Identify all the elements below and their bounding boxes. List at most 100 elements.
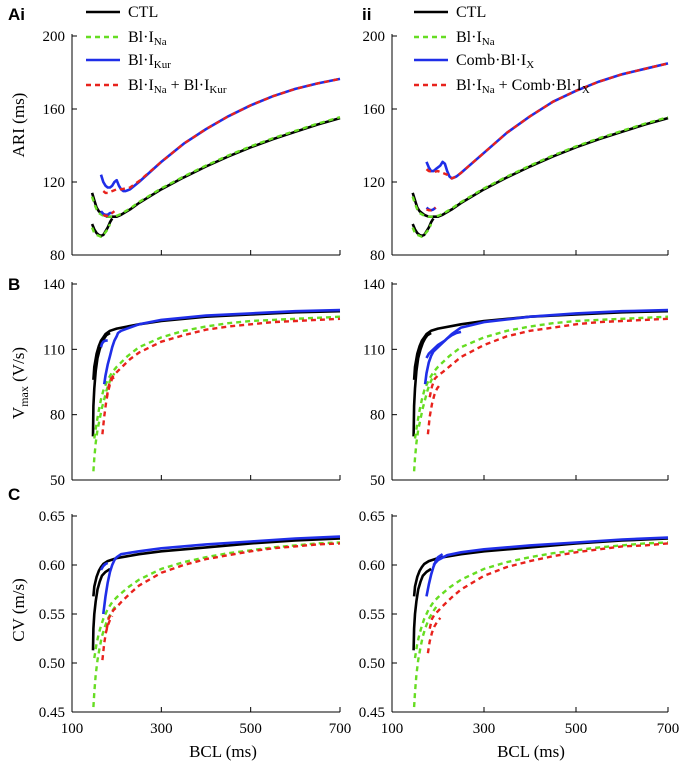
legend-label-bl-combo-sub1: Na <box>154 84 167 96</box>
legend-label-comb-combo-mid: + Comb·Bl·I <box>495 77 582 94</box>
legend-label-bl-ikur-sub: Kur <box>154 59 171 71</box>
y-tick-label: 0.45 <box>39 705 65 721</box>
y-tick-label: 50 <box>370 473 385 489</box>
series-line-bl-i-na-0 <box>412 372 437 472</box>
series-line-bl-i-na-1 <box>90 116 341 218</box>
series-line-bl-i-na-1 <box>93 315 341 439</box>
ylabel-vmax-base: V <box>9 406 28 419</box>
y-tick-label: 200 <box>43 29 66 45</box>
series-line-comb-bl-i-x-1 <box>432 536 669 566</box>
y-tick-label: 80 <box>370 248 385 264</box>
series-line-bl-i-na-1 <box>413 315 669 439</box>
ylabel-cv: CV (m/s) <box>9 578 28 641</box>
ylabel-vmax-unit: (V/s) <box>9 347 28 386</box>
y-tick-label: 110 <box>43 342 65 358</box>
series-line-comb-bl-i-x-1 <box>425 308 669 359</box>
panel-letter-ii: ii <box>362 5 371 24</box>
legend-label-bl-ikur-base: Bl·I <box>128 52 154 69</box>
legend-label-bl-ina-right: Bl·INa <box>456 29 495 48</box>
y-tick-label: 0.45 <box>359 705 385 721</box>
series-line-bl-i-na-bl-i-kur-0 <box>101 615 114 661</box>
series-line-bl-i-kur-1 <box>102 535 341 615</box>
x-tick-label: 100 <box>381 721 404 737</box>
x-tick-label: 300 <box>150 721 173 737</box>
series-line-ctl-0 <box>412 331 432 437</box>
legend-label-bl-combo: Bl·INa + Bl·IKur <box>128 77 227 96</box>
legend-label-comb-combo-a: Bl·I <box>456 77 482 94</box>
y-tick-label: 0.50 <box>359 656 385 672</box>
series-line-bl-i-na-0 <box>92 603 118 708</box>
x-tick-label: 700 <box>329 721 352 737</box>
series-line-ctl-0 <box>90 217 114 238</box>
legend-label-comb-ix-base: Comb·Bl·I <box>456 52 526 69</box>
y-tick-label: 0.55 <box>359 607 385 623</box>
series-line-bl-i-na-0 <box>92 372 116 472</box>
y-tick-label: 80 <box>50 408 65 424</box>
series-line-bl-i-na-comb-bl-i-x-0 <box>426 617 442 654</box>
legend-label-bl-ina-right-sub: Na <box>482 36 495 48</box>
legend-right: CTL Bl·INa Comb·Bl·IX Bl·INa + Comb·Bl·I… <box>414 4 590 96</box>
x-tick-label: 500 <box>565 721 588 737</box>
y-tick-label: 110 <box>363 342 385 358</box>
legend-label-comb-combo-sub1: Na <box>482 84 495 96</box>
y-tick-label: 50 <box>50 473 65 489</box>
series-line-bl-i-na-bl-i-kur-1 <box>105 317 341 398</box>
series-line-bl-i-kur-0 <box>99 561 109 571</box>
legend-label-comb-ix: Comb·Bl·IX <box>456 52 534 71</box>
x-tick-label: 500 <box>239 721 262 737</box>
plot-vmax-right: 50 80 110 140 <box>363 277 669 489</box>
plot-ari-right: 80 120 160 200 <box>363 29 669 264</box>
series-line-bl-i-na-bl-i-kur-1 <box>105 542 341 629</box>
y-tick-label: 0.60 <box>39 558 65 574</box>
x-tick-label: 100 <box>61 721 84 737</box>
legend-label-comb-combo: Bl·INa + Comb·Bl·IX <box>456 77 590 96</box>
y-tick-label: 0.50 <box>39 656 65 672</box>
legend-label-bl-ikur: Bl·IKur <box>128 52 171 71</box>
series-line-bl-i-na-1 <box>413 541 669 659</box>
series-line-bl-i-na-1 <box>93 541 341 659</box>
y-tick-label: 120 <box>363 175 386 191</box>
y-tick-label: 0.65 <box>359 509 385 525</box>
y-tick-label: 0.60 <box>359 558 385 574</box>
legend-label-comb-ix-sub: X <box>526 59 534 71</box>
ylabel-vmax: Vmax (V/s) <box>9 347 31 419</box>
series-line-bl-i-na-comb-bl-i-x-1 <box>428 542 669 629</box>
series-line-bl-i-na-comb-bl-i-x-0 <box>426 383 442 435</box>
x-tick-label: 300 <box>473 721 496 737</box>
series-line-bl-i-na-0 <box>411 223 433 238</box>
xlabel-right: BCL (ms) <box>497 742 565 761</box>
ylabel-ari: ARI (ms) <box>9 93 28 158</box>
legend-label-bl-ina-right-base: Bl·I <box>456 29 482 46</box>
plot-ari-left: 80 120 160 200 <box>43 29 341 264</box>
y-tick-label: 120 <box>43 175 66 191</box>
series-line-ctl-0 <box>91 331 111 437</box>
series-line-ctl-0 <box>411 217 435 238</box>
series-line-bl-i-kur-0 <box>100 210 113 217</box>
series-line-bl-i-na-0 <box>90 223 112 238</box>
y-tick-label: 160 <box>43 102 66 118</box>
legend-left: CTL Bl·INa Bl·IKur Bl·INa + Bl·IKur <box>86 4 227 96</box>
series-line-ctl-1 <box>92 537 341 597</box>
legend-label-bl-ina-base: Bl·I <box>128 29 154 46</box>
series-line-ctl-1 <box>411 116 669 218</box>
y-tick-label: 140 <box>363 277 386 293</box>
panel-letter-c: C <box>8 485 20 504</box>
y-tick-label: 80 <box>370 408 385 424</box>
y-tick-label: 200 <box>363 29 386 45</box>
series-line-bl-i-na-1 <box>411 116 669 218</box>
series-line-bl-i-na-comb-bl-i-x-0 <box>426 206 437 212</box>
plot-cv-left: 0.45 0.50 0.55 0.60 0.65 100 300 500 700 <box>39 509 352 737</box>
series-line-bl-i-na-bl-i-kur-1 <box>102 77 341 195</box>
legend-label-bl-ina-sub: Na <box>154 36 167 48</box>
plot-vmax-left: 50 80 110 140 <box>43 277 341 489</box>
x-tick-label: 700 <box>657 721 680 737</box>
panel-letter-b: B <box>8 275 20 294</box>
series-line-ctl-0 <box>91 567 111 651</box>
series-line-bl-i-na-comb-bl-i-x-1 <box>428 317 669 398</box>
series-line-bl-i-kur-0 <box>99 339 108 348</box>
legend-label-bl-combo-a: Bl·I <box>128 77 154 94</box>
legend-label-bl-combo-mid: + Bl·I <box>167 77 210 94</box>
series-line-bl-i-kur-1 <box>102 308 341 385</box>
y-tick-label: 160 <box>363 102 386 118</box>
